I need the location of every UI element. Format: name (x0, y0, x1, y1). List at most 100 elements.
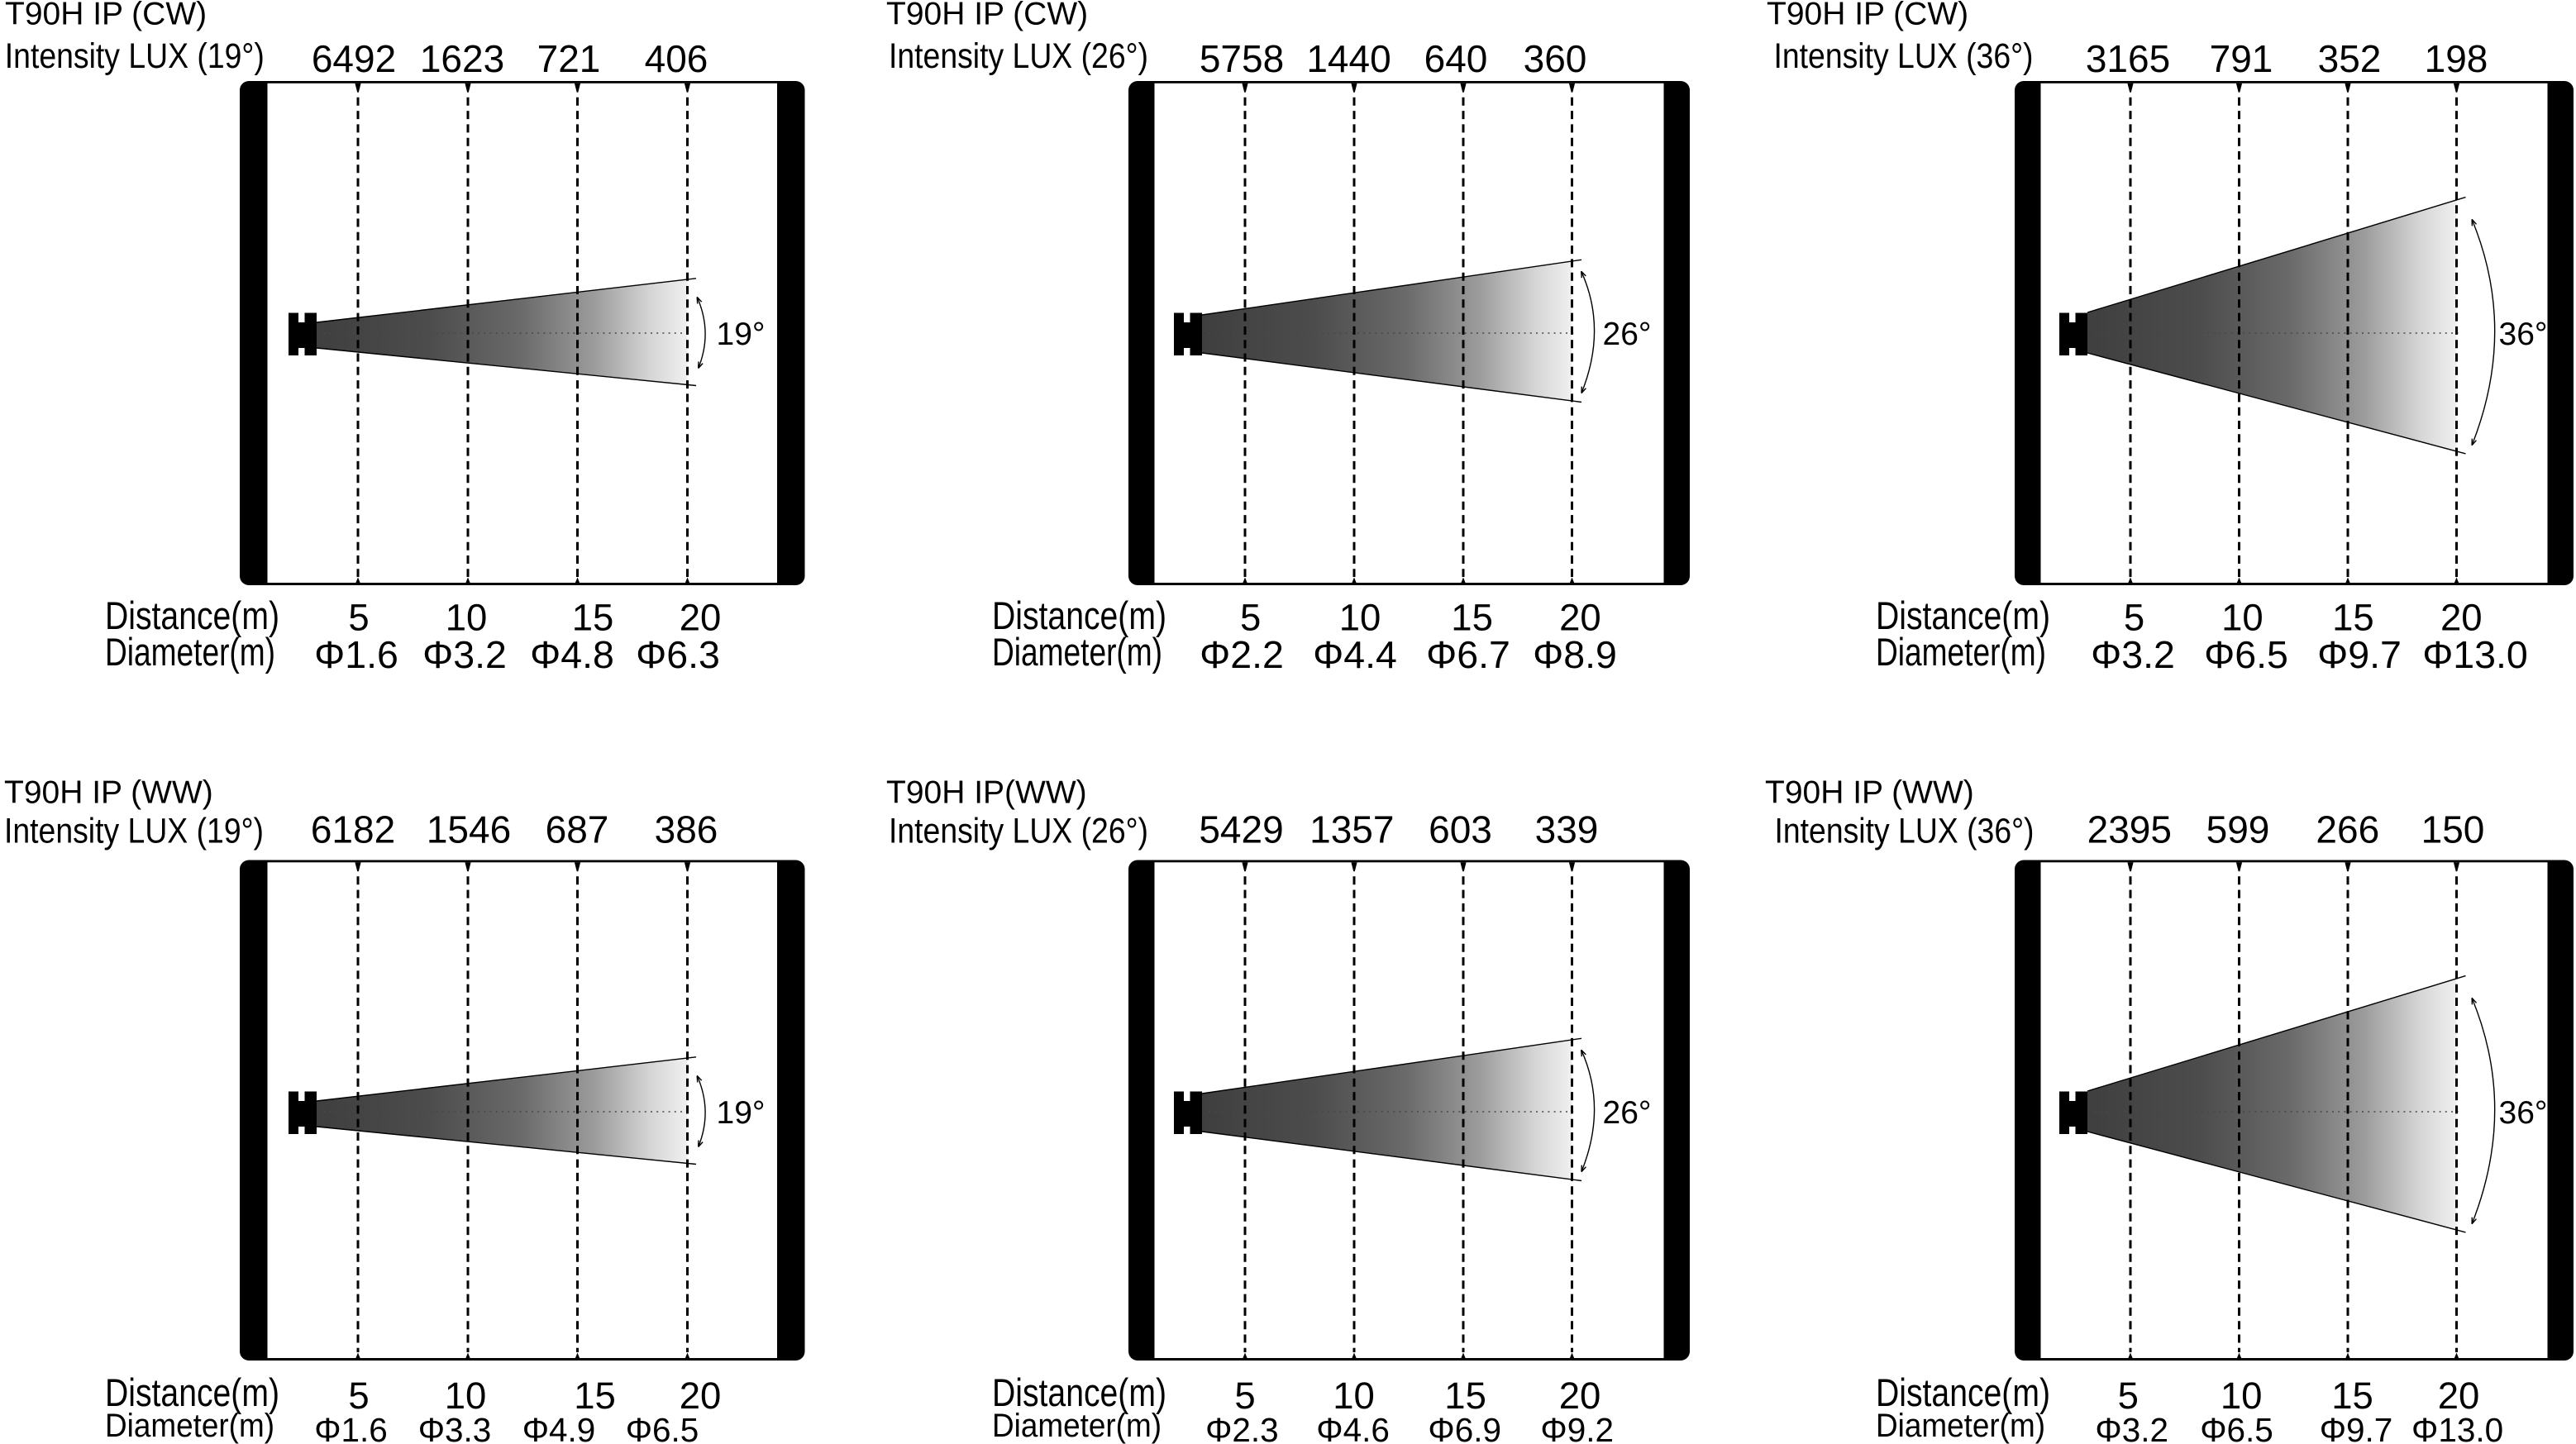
svg-text:Φ4.6: Φ4.6 (1316, 1411, 1390, 1444)
svg-text:198: 198 (2425, 37, 2488, 80)
svg-text:Distance(m): Distance(m) (1876, 1370, 2050, 1414)
svg-text:20: 20 (680, 1375, 722, 1417)
svg-text:15: 15 (572, 597, 614, 639)
svg-text:15: 15 (1451, 597, 1493, 639)
svg-text:Φ9.2: Φ9.2 (1540, 1411, 1614, 1444)
svg-text:5: 5 (1240, 597, 1261, 639)
svg-text:36°: 36° (2499, 1095, 2548, 1131)
svg-text:15: 15 (574, 1375, 616, 1417)
svg-text:Intensity LUX (19°): Intensity LUX (19°) (4, 812, 264, 851)
svg-text:Φ4.8: Φ4.8 (530, 633, 614, 676)
svg-text:Intensity LUX (26°): Intensity LUX (26°) (889, 812, 1148, 851)
svg-text:Φ4.9: Φ4.9 (522, 1411, 596, 1444)
svg-text:386: 386 (655, 808, 718, 851)
svg-text:10: 10 (1333, 1375, 1375, 1417)
svg-text:5758: 5758 (1200, 37, 1284, 80)
svg-text:Intensity LUX (19°): Intensity LUX (19°) (5, 36, 265, 76)
svg-text:Distance(m): Distance(m) (992, 1370, 1166, 1414)
svg-text:Φ6.3: Φ6.3 (636, 633, 720, 676)
svg-text:Φ4.4: Φ4.4 (1313, 633, 1397, 676)
svg-text:5: 5 (2118, 1375, 2139, 1417)
svg-text:20: 20 (1559, 597, 1601, 639)
svg-text:Intensity LUX (36°): Intensity LUX (36°) (1775, 812, 2035, 851)
svg-text:Φ6.5: Φ6.5 (2200, 1411, 2273, 1444)
svg-text:Φ6.5: Φ6.5 (2204, 633, 2288, 676)
svg-text:1546: 1546 (427, 808, 511, 851)
svg-text:T90H IP (CW): T90H IP (CW) (1767, 0, 1968, 32)
svg-text:Distance(m): Distance(m) (992, 593, 1166, 637)
svg-text:10: 10 (2221, 1375, 2263, 1417)
svg-text:Φ9.7: Φ9.7 (2320, 1411, 2393, 1444)
svg-text:266: 266 (2316, 808, 2379, 851)
svg-text:T90H IP (WW): T90H IP (WW) (4, 775, 213, 811)
svg-text:T90H IP (WW): T90H IP (WW) (1765, 775, 1974, 811)
svg-text:Φ13.0: Φ13.0 (2411, 1411, 2503, 1444)
svg-text:5: 5 (348, 597, 369, 639)
svg-text:10: 10 (446, 597, 488, 639)
svg-text:1623: 1623 (420, 37, 504, 80)
svg-text:Diameter(m): Diameter(m) (1876, 630, 2046, 674)
svg-text:406: 406 (645, 37, 708, 80)
svg-text:10: 10 (2221, 597, 2264, 639)
svg-text:20: 20 (2438, 1375, 2480, 1417)
svg-text:Φ3.3: Φ3.3 (418, 1411, 492, 1444)
svg-text:1357: 1357 (1309, 808, 1394, 851)
svg-text:Φ6.5: Φ6.5 (626, 1411, 699, 1444)
svg-text:150: 150 (2421, 808, 2485, 851)
svg-text:339: 339 (1535, 808, 1599, 851)
svg-text:687: 687 (546, 808, 609, 851)
svg-text:Φ13.0: Φ13.0 (2422, 633, 2528, 676)
svg-text:Diameter(m): Diameter(m) (105, 1408, 274, 1444)
svg-text:599: 599 (2206, 808, 2270, 851)
svg-text:15: 15 (1444, 1375, 1486, 1417)
svg-text:721: 721 (537, 37, 601, 80)
svg-text:19°: 19° (717, 1095, 766, 1131)
svg-text:Φ8.9: Φ8.9 (1533, 633, 1617, 676)
svg-text:Φ3.2: Φ3.2 (2091, 633, 2175, 676)
svg-text:Φ3.2: Φ3.2 (2095, 1411, 2168, 1444)
svg-text:Intensity LUX (36°): Intensity LUX (36°) (1774, 36, 2034, 76)
svg-text:5: 5 (1234, 1375, 1255, 1417)
svg-text:Intensity LUX (26°): Intensity LUX (26°) (889, 36, 1148, 76)
svg-text:6182: 6182 (311, 808, 395, 851)
svg-text:Φ1.6: Φ1.6 (314, 633, 398, 676)
svg-text:20: 20 (2440, 597, 2483, 639)
svg-text:Φ6.7: Φ6.7 (1426, 633, 1510, 676)
svg-text:5: 5 (2124, 597, 2144, 639)
svg-text:603: 603 (1429, 808, 1492, 851)
svg-text:15: 15 (2332, 597, 2374, 639)
svg-text:T90H IP(WW): T90H IP(WW) (886, 775, 1087, 811)
svg-text:Φ2.2: Φ2.2 (1200, 633, 1284, 676)
svg-text:T90H IP (CW): T90H IP (CW) (5, 0, 207, 32)
svg-text:20: 20 (680, 597, 722, 639)
svg-text:T90H IP (CW): T90H IP (CW) (886, 0, 1088, 32)
svg-text:Diameter(m): Diameter(m) (992, 630, 1162, 674)
svg-text:Φ2.3: Φ2.3 (1205, 1411, 1279, 1444)
svg-text:6492: 6492 (312, 37, 396, 80)
svg-text:10: 10 (1339, 597, 1381, 639)
svg-text:Φ9.7: Φ9.7 (2317, 633, 2402, 676)
svg-text:5429: 5429 (1199, 808, 1283, 851)
svg-text:Diameter(m): Diameter(m) (992, 1408, 1162, 1444)
svg-text:360: 360 (1524, 37, 1587, 80)
svg-text:352: 352 (2318, 37, 2382, 80)
svg-text:26°: 26° (1603, 317, 1652, 352)
svg-text:Φ6.9: Φ6.9 (1428, 1411, 1501, 1444)
svg-text:19°: 19° (717, 317, 766, 352)
svg-text:Diameter(m): Diameter(m) (105, 630, 275, 674)
svg-text:26°: 26° (1603, 1095, 1652, 1131)
svg-text:10: 10 (445, 1375, 487, 1417)
svg-text:640: 640 (1424, 37, 1488, 80)
svg-text:5: 5 (348, 1375, 369, 1417)
svg-text:1440: 1440 (1306, 37, 1391, 80)
svg-text:Φ1.6: Φ1.6 (314, 1411, 388, 1444)
svg-text:2395: 2395 (2087, 808, 2172, 851)
svg-text:3165: 3165 (2086, 37, 2170, 80)
svg-text:Distance(m): Distance(m) (105, 593, 279, 637)
svg-text:20: 20 (1559, 1375, 1601, 1417)
svg-text:791: 791 (2210, 37, 2273, 80)
svg-text:Distance(m): Distance(m) (105, 1370, 279, 1414)
svg-text:15: 15 (2331, 1375, 2373, 1417)
svg-text:36°: 36° (2499, 317, 2548, 352)
svg-text:Φ3.2: Φ3.2 (422, 633, 507, 676)
